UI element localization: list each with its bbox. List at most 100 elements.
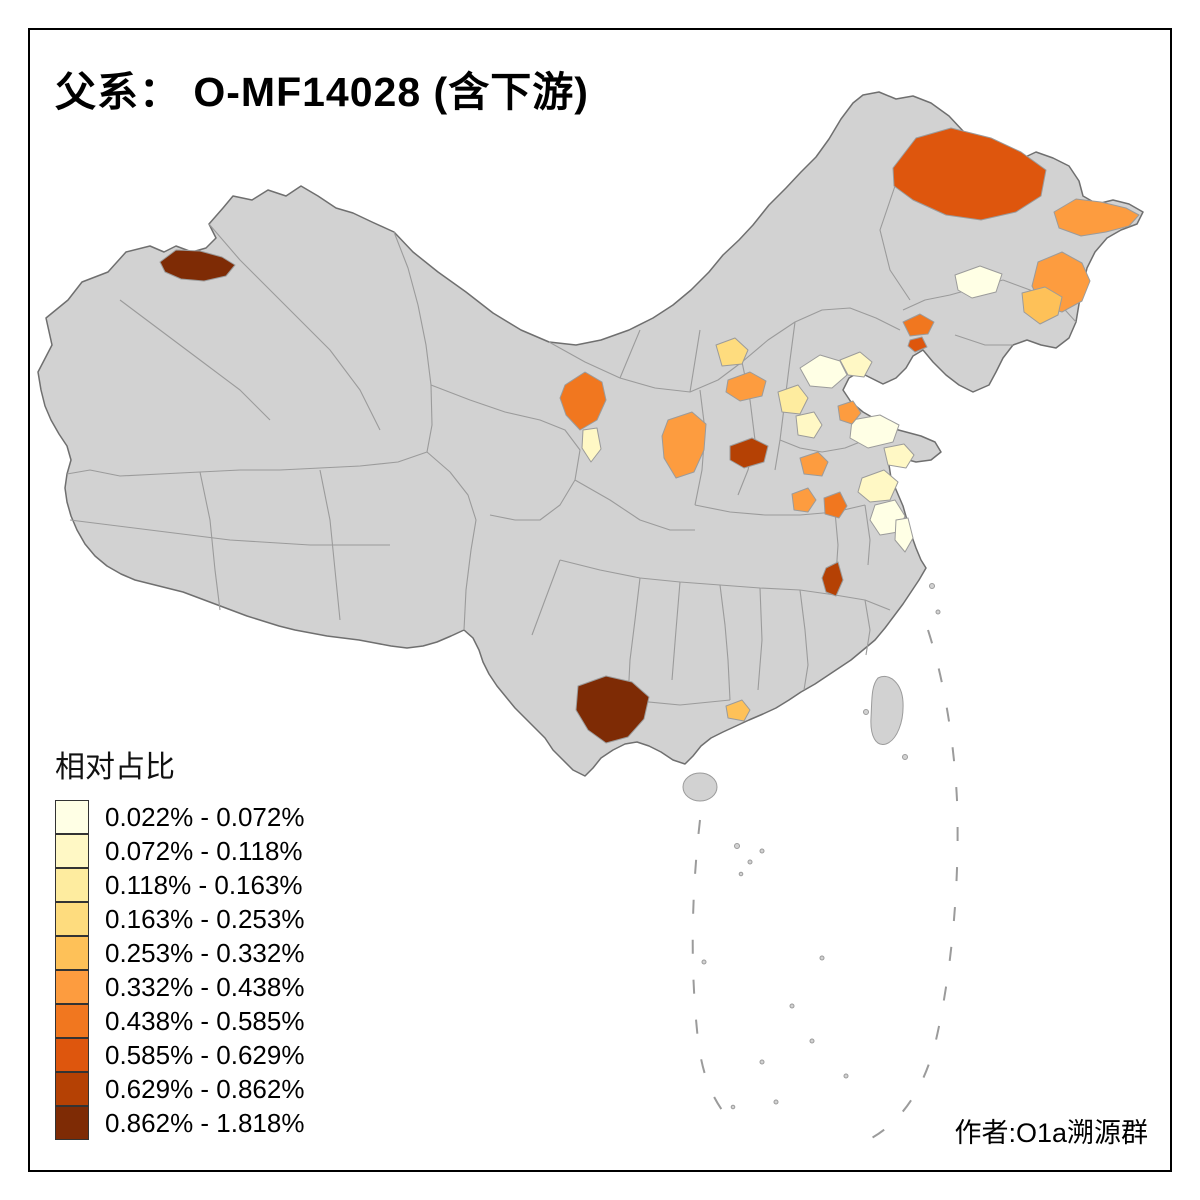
small-island [773, 1099, 779, 1105]
small-island [734, 843, 740, 849]
boundary-line [671, 581, 681, 681]
small-island [730, 1104, 736, 1110]
map-patch-shaanxi-strip [661, 411, 707, 479]
small-island [843, 1073, 849, 1079]
map-patch-anhui-dark [821, 561, 844, 597]
legend-row: 0.585% - 0.629% [55, 1038, 304, 1072]
boundary-line [430, 384, 581, 521]
map-patch-xinjiang-ili [159, 249, 236, 282]
map-patch-beijing-pale-2 [839, 351, 873, 378]
legend-swatch [55, 970, 89, 1004]
map-patch-shanxi-north [725, 371, 767, 402]
map-patch-shandong-orange [837, 400, 862, 425]
small-island [929, 583, 935, 589]
legend-swatch [55, 1072, 89, 1106]
map-patch-hebei-pale [795, 411, 823, 439]
legend-label: 0.862% - 1.818% [105, 1107, 305, 1138]
map-patch-gansu-strip [581, 427, 602, 463]
map-patch-guangdong-orange [725, 699, 751, 722]
legend-label: 0.585% - 0.629% [105, 1039, 305, 1070]
map-patch-harbin-pale [954, 265, 1003, 299]
nine-dash-line-west [691, 819, 723, 1111]
legend-row: 0.072% - 0.118% [55, 834, 304, 868]
legend-label: 0.072% - 0.118% [105, 835, 303, 866]
page-title: 父系： O-MF14028 (含下游) [55, 69, 589, 115]
legend-swatch [55, 800, 89, 834]
map-patch-beijing-pale-1 [799, 354, 848, 389]
legend-label: 0.332% - 0.438% [105, 971, 305, 1002]
legend-swatch [55, 834, 89, 868]
boundary-line [779, 439, 866, 453]
map-patch-liaoning-orange [902, 313, 935, 337]
boundary-line [119, 299, 271, 421]
small-island [747, 859, 753, 865]
hainan-island [682, 772, 718, 802]
sea-dash-boundary [691, 629, 959, 1143]
boundary-line [799, 589, 809, 691]
boundary-line [426, 451, 477, 631]
boundary-line [208, 223, 381, 431]
boundary-line [619, 329, 641, 379]
map-patch-heilongjiang-east [1053, 198, 1140, 237]
legend-title: 相对占比 [55, 751, 175, 784]
choropleth-patches [159, 127, 1140, 744]
legend-label: 0.118% - 0.163% [105, 869, 303, 900]
boundary-line [689, 329, 701, 393]
map-patch-lanzhou [559, 371, 607, 431]
legend-label: 0.163% - 0.253% [105, 903, 305, 934]
legend-label: 0.438% - 0.585% [105, 1005, 305, 1036]
map-patch-jilin-south [1021, 286, 1063, 325]
boundary-line [559, 559, 891, 611]
small-island [759, 848, 765, 854]
legend-row: 0.022% - 0.072% [55, 800, 304, 834]
boundary-line [954, 334, 1013, 346]
boundary-line [574, 479, 695, 531]
map-patch-jiangsu-pale-1 [857, 469, 899, 503]
legend-swatch [55, 1106, 89, 1140]
legend-row: 0.862% - 1.818% [55, 1106, 304, 1140]
boundary-line [69, 519, 390, 546]
boundary-line [879, 185, 911, 301]
map-patch-jiangsu-coast [894, 517, 914, 553]
legend-row: 0.438% - 0.585% [55, 1004, 304, 1038]
legend-swatch [55, 902, 89, 936]
small-island [863, 709, 869, 715]
legend: 相对占比 0.022% - 0.072% 0.072% - 0.118% 0.1… [55, 742, 304, 1140]
map-patch-henan-north-orange [799, 451, 829, 477]
boundary-line [864, 504, 871, 566]
map-patch-yunnan-dark [575, 675, 650, 744]
boundary-line [531, 559, 561, 636]
map-patch-liaoning-dark [907, 336, 928, 353]
legend-label: 0.022% - 0.072% [105, 801, 305, 832]
map-patch-inner-mongolia-light [715, 337, 749, 367]
map-patch-heilongjiang-north [892, 127, 1047, 221]
legend-row: 0.253% - 0.332% [55, 936, 304, 970]
legend-swatch [55, 868, 89, 902]
islands [682, 583, 941, 1110]
legend-row: 0.118% - 0.163% [55, 868, 304, 902]
small-island [738, 871, 744, 877]
map-patch-shandong-pale-1 [849, 414, 900, 449]
map-patch-shanxi-south-dark [729, 437, 769, 469]
small-island [789, 1003, 795, 1009]
legend-swatch [55, 1004, 89, 1038]
map-patch-henan-dark [823, 491, 848, 519]
boundary-line [719, 584, 731, 701]
legend-swatch [55, 936, 89, 970]
small-island [819, 955, 825, 961]
small-island [902, 754, 908, 760]
small-island [935, 609, 941, 615]
boundary-line [757, 587, 763, 691]
map-patch-hebei-light [777, 384, 809, 415]
map-patch-henan-orange [791, 487, 817, 513]
boundary-line [66, 231, 433, 477]
legend-row: 0.163% - 0.253% [55, 902, 304, 936]
nine-dash-line-east [863, 629, 959, 1143]
author-credit: 作者:O1a溯源群 [954, 1118, 1148, 1148]
legend-row: 0.332% - 0.438% [55, 970, 304, 1004]
small-island [809, 1038, 815, 1044]
taiwan-island [870, 676, 904, 745]
small-island [759, 1059, 765, 1065]
